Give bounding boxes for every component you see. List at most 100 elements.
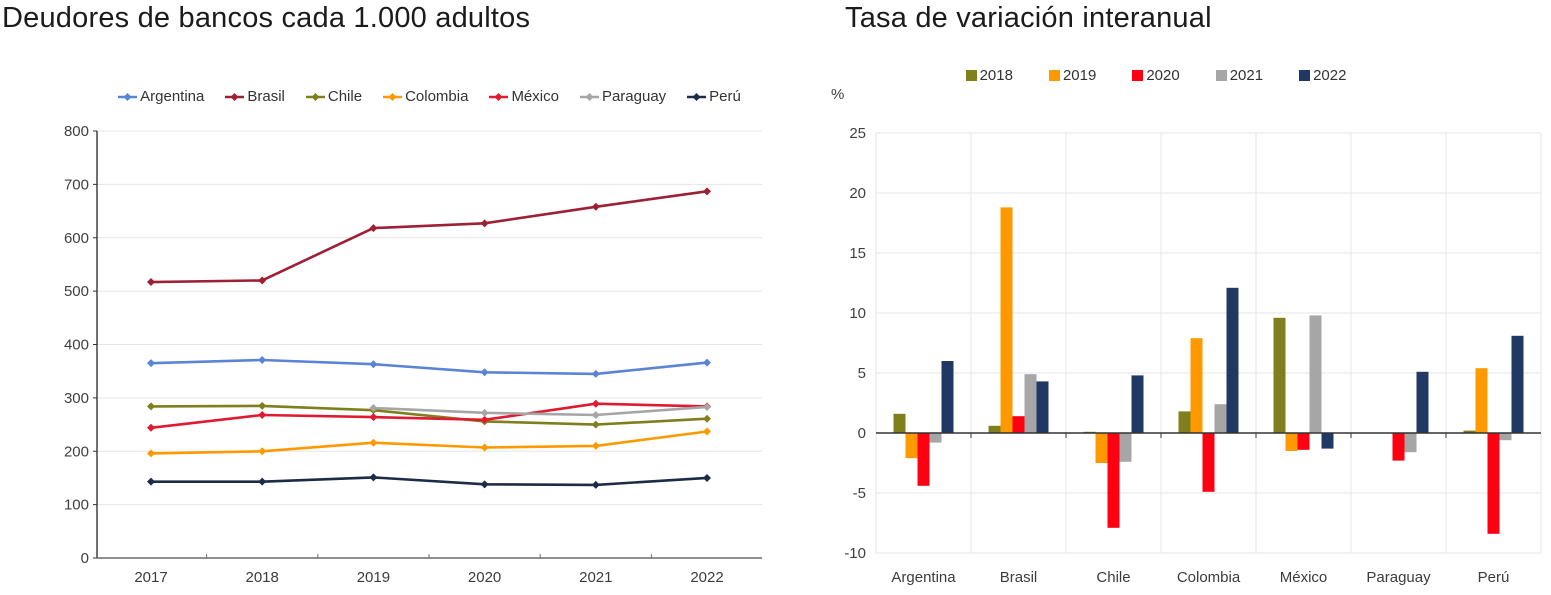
x-axis-label: 2017	[134, 569, 167, 586]
bar	[1107, 433, 1120, 528]
data-point-marker	[480, 219, 489, 228]
data-point-marker	[591, 441, 600, 450]
legend-label: 2022	[1313, 67, 1347, 84]
legend-item-paraguay: Paraguay	[579, 88, 666, 105]
data-point-marker	[703, 358, 711, 367]
bar	[1202, 433, 1215, 492]
legend-label: Colombia	[405, 88, 469, 105]
legend-label: 2020	[1146, 67, 1180, 84]
legend-item-2019: 2019	[1048, 67, 1097, 84]
data-point-marker	[369, 360, 378, 369]
data-point-marker	[480, 408, 489, 417]
bar	[1012, 416, 1025, 433]
data-point-marker	[591, 480, 600, 489]
legend-item-2021: 2021	[1215, 67, 1263, 84]
bar	[1024, 374, 1037, 433]
data-point-marker	[258, 355, 267, 364]
x-axis-label: 2020	[468, 569, 501, 586]
data-point-marker	[480, 368, 489, 377]
x-axis-label: Chile	[1096, 569, 1130, 586]
line-series-perú	[147, 473, 711, 489]
legend-item-2020: 2020	[1132, 67, 1180, 84]
bar-chart-legend: 2018 2019 2020 2021 2022	[876, 67, 1436, 84]
y-axis-label: 400	[64, 337, 89, 354]
x-axis-label: 2021	[579, 569, 612, 586]
y-axis-label: 20	[849, 185, 866, 202]
y-axis-label: 700	[64, 176, 89, 193]
legend-label: Argentina	[140, 88, 205, 105]
bar	[1273, 317, 1286, 433]
bar	[893, 413, 906, 433]
data-point-marker	[591, 410, 600, 419]
legend-item-argentina: Argentina	[118, 88, 204, 105]
data-point-marker	[369, 224, 378, 233]
y-axis-label: 15	[849, 245, 866, 262]
x-axis-label: 2019	[357, 569, 390, 586]
data-point-marker	[369, 473, 378, 482]
line-series-argentina	[147, 355, 711, 378]
bar	[1095, 433, 1108, 463]
bar	[1309, 315, 1322, 433]
legend-label: 2018	[979, 67, 1013, 84]
y-axis-label: 5	[858, 365, 866, 382]
bar-series-2020	[917, 416, 1500, 534]
y-axis-label: 600	[64, 230, 89, 247]
y-axis-label: 0	[858, 425, 866, 442]
bar-series-2021	[929, 315, 1512, 462]
bar	[1036, 381, 1049, 433]
bar	[1131, 375, 1144, 433]
legend-color-swatch	[965, 70, 977, 81]
legend-line-marker	[305, 92, 325, 101]
bar	[941, 361, 954, 433]
legend-color-swatch	[1299, 70, 1311, 81]
y-axis-label: 300	[64, 390, 89, 407]
legend-item-perú: Perú	[687, 88, 741, 105]
bar	[1119, 433, 1132, 462]
legend-color-swatch	[1215, 70, 1227, 81]
line-chart-legend: Argentina Brasil Chile Colombia México	[97, 88, 762, 105]
legend-label: Perú	[709, 88, 741, 105]
legend-item-2022: 2022	[1299, 67, 1346, 84]
legend-item-méxico: México	[489, 88, 559, 105]
bar	[1321, 433, 1334, 449]
legend-label: 2019	[1062, 67, 1097, 84]
bar-series-2022	[941, 287, 1524, 449]
legend-line-marker	[225, 92, 245, 101]
data-point-marker	[147, 402, 155, 411]
line-series-brasil	[147, 187, 711, 287]
data-point-marker	[147, 449, 155, 458]
bar	[1178, 411, 1191, 433]
bar	[1511, 335, 1524, 433]
bar	[1285, 433, 1298, 451]
x-axis-label: Paraguay	[1366, 569, 1431, 586]
bar	[1297, 433, 1310, 450]
bar	[1214, 404, 1227, 433]
bar	[1404, 433, 1417, 453]
legend-item-brasil: Brasil	[225, 88, 285, 105]
y-axis-label: -10	[844, 545, 866, 562]
x-axis-label: 2022	[690, 569, 723, 586]
bar	[1463, 430, 1476, 433]
data-point-marker	[369, 404, 378, 413]
bar	[1190, 338, 1203, 433]
bar	[1499, 433, 1512, 441]
bar	[1000, 207, 1013, 433]
legend-item-colombia: Colombia	[383, 88, 468, 105]
y-axis-label: 0	[81, 550, 89, 567]
data-point-marker	[480, 415, 489, 424]
y-axis-label: 10	[849, 305, 866, 322]
bar	[1226, 287, 1239, 433]
data-point-marker	[591, 202, 600, 211]
legend-line-marker	[489, 92, 509, 101]
bar	[1487, 433, 1500, 534]
line-chart-title: Deudores de bancos cada 1.000 adultos	[2, 2, 531, 34]
data-point-marker	[480, 480, 489, 489]
y-axis-label: -5	[853, 485, 866, 502]
x-axis-label: Perú	[1478, 569, 1510, 586]
data-point-marker	[369, 438, 378, 447]
y-axis-label: 25	[849, 125, 866, 142]
legend-color-swatch	[1048, 70, 1060, 81]
legend-line-marker	[579, 92, 599, 101]
